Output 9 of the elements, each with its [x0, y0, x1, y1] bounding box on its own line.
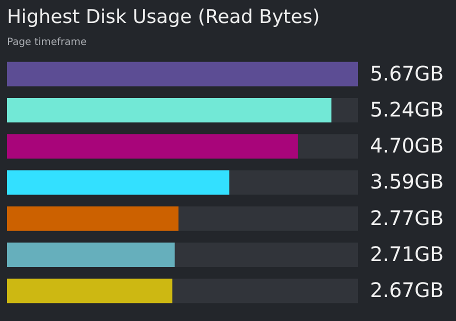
data-label: 4.70GB: [370, 134, 444, 158]
data-label: 2.71GB: [370, 242, 444, 266]
data-label: 2.77GB: [370, 206, 444, 230]
chart-subtitle: Page timeframe: [7, 37, 88, 48]
chart-title: Highest Disk Usage (Read Bytes): [7, 5, 321, 30]
data-label: 2.67GB: [370, 278, 444, 302]
data-label: 5.67GB: [370, 61, 444, 86]
data-label: 3.59GB: [370, 170, 444, 194]
data-label: 5.24GB: [370, 97, 444, 122]
